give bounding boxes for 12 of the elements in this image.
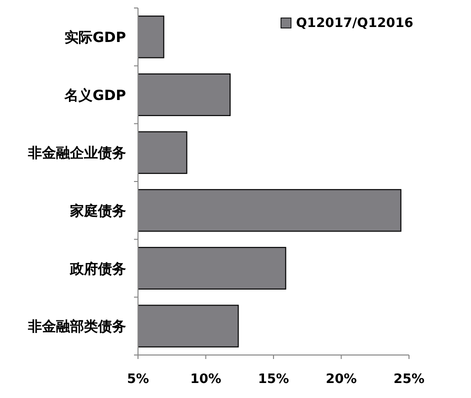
x-tick-label: 15% (258, 372, 290, 387)
y-tick-label: 名义GDP (64, 86, 126, 104)
y-tick-label: 非金融企业债务 (27, 146, 126, 162)
y-tick-label: 实际GDP (64, 28, 126, 46)
legend-label: Q12017/Q12016 (296, 16, 414, 31)
x-tick-label: 25% (393, 372, 425, 387)
x-tick-label: 20% (326, 372, 357, 387)
y-tick-label: 非金融部类债务 (27, 318, 126, 336)
x-tick-label: 5% (126, 372, 150, 387)
y-tick-label: 家庭债务 (69, 202, 126, 220)
x-tick-label: 10% (190, 372, 222, 387)
y-tick-label: 政府债务 (69, 260, 126, 278)
